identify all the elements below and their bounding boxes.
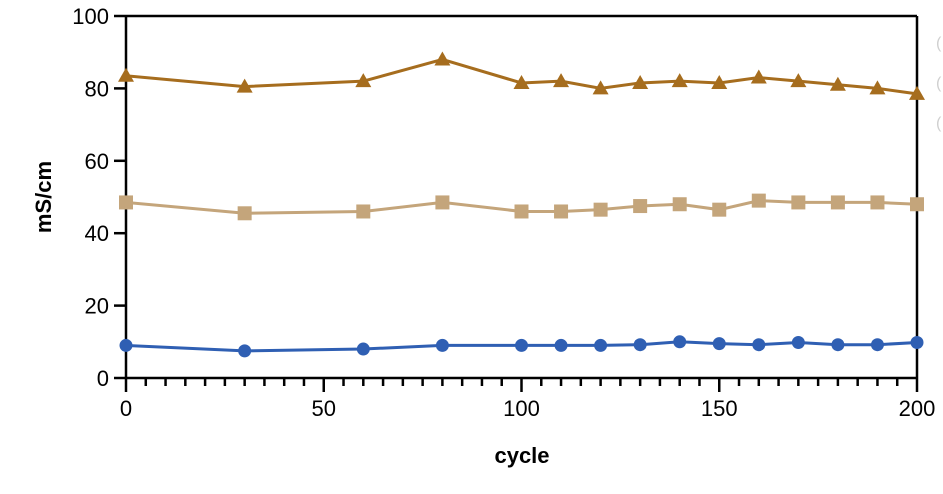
data-point <box>830 195 845 210</box>
data-point <box>554 204 569 219</box>
data-point <box>791 336 805 350</box>
data-point <box>712 202 727 217</box>
data-point <box>236 78 253 93</box>
data-point <box>790 73 807 88</box>
series-square <box>119 193 924 221</box>
y-axis-title: mS/cm <box>31 161 56 233</box>
cropped-legend-marks: ( ( ( <box>936 35 942 132</box>
y-tick-label: 0 <box>97 366 109 391</box>
series-layer <box>118 51 925 358</box>
data-point <box>553 73 570 88</box>
y-tick-label: 60 <box>85 149 109 174</box>
data-point <box>434 51 451 66</box>
data-point <box>514 204 529 219</box>
x-tick-label: 50 <box>312 396 336 421</box>
x-axis-title: cycle <box>494 443 549 468</box>
data-point <box>594 338 608 352</box>
data-point <box>633 199 648 214</box>
data-point <box>356 204 371 219</box>
data-point <box>752 338 766 352</box>
data-point <box>870 338 884 352</box>
data-point <box>711 74 728 89</box>
x-tick-label: 100 <box>503 396 540 421</box>
data-point <box>593 202 608 217</box>
series-triangle <box>118 51 925 100</box>
y-tick-label: 80 <box>85 76 109 101</box>
data-point <box>869 80 886 95</box>
data-point <box>435 338 449 352</box>
data-point <box>831 338 845 352</box>
data-point <box>829 76 846 91</box>
x-tick-label: 200 <box>899 396 936 421</box>
cropped-legend-mark: ( <box>936 75 942 92</box>
cropped-legend-mark: ( <box>936 115 942 132</box>
data-point <box>119 338 133 352</box>
data-point <box>910 197 924 212</box>
data-point <box>435 195 450 210</box>
data-point <box>632 74 649 89</box>
data-point <box>118 67 134 82</box>
data-point <box>513 74 530 89</box>
data-point <box>712 337 726 351</box>
data-point <box>356 342 370 356</box>
x-tick-labels: 0 50 100 150 200 <box>120 396 935 421</box>
data-point <box>673 335 687 349</box>
y-tick-label: 100 <box>72 4 109 29</box>
series-circle <box>119 335 924 358</box>
y-tick-labels: 0 20 40 60 80 100 <box>72 4 109 391</box>
x-tick-label: 0 <box>120 396 132 421</box>
y-tick-label: 40 <box>85 221 109 246</box>
data-point <box>592 80 609 95</box>
cropped-legend-mark: ( <box>936 35 942 52</box>
data-point <box>791 195 806 210</box>
data-point <box>870 195 885 210</box>
data-point <box>750 69 767 84</box>
data-point <box>910 336 924 350</box>
data-point <box>355 73 372 88</box>
data-point <box>751 193 766 208</box>
data-point <box>238 344 252 358</box>
y-tick-label: 20 <box>85 294 109 319</box>
data-point <box>119 195 133 210</box>
data-point <box>554 338 568 352</box>
data-point <box>671 73 688 88</box>
data-point <box>909 85 925 100</box>
data-point <box>515 338 528 352</box>
data-point <box>633 338 647 352</box>
data-point <box>672 197 687 212</box>
data-point <box>237 206 252 221</box>
x-tick-label: 150 <box>701 396 738 421</box>
